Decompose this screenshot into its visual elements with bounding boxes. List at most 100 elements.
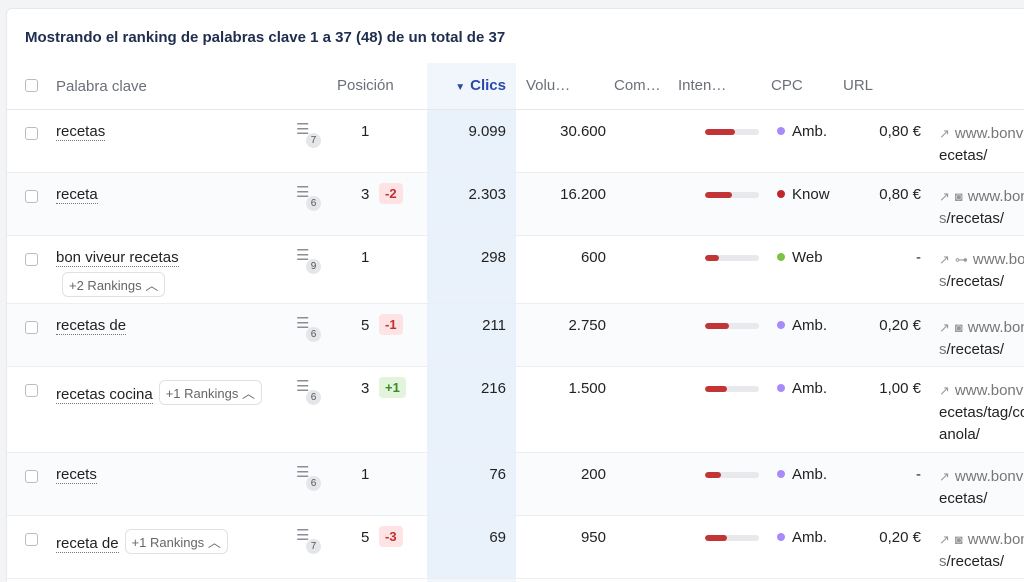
volume-value: 950 — [580, 528, 606, 546]
external-link-icon[interactable]: ↗ — [939, 125, 950, 141]
row-checkbox[interactable] — [25, 126, 38, 140]
header-keyword[interactable]: Palabra clave — [7, 63, 337, 110]
row-checkbox[interactable] — [25, 320, 38, 334]
external-link-icon[interactable]: ↗ — [939, 188, 950, 204]
row-checkbox[interactable] — [25, 532, 38, 546]
camera-icon[interactable]: ◙ — [954, 319, 963, 335]
row-checkbox[interactable] — [25, 252, 38, 266]
external-link-icon[interactable]: ↗ — [939, 468, 950, 484]
keyword-link[interactable]: recetas de — [56, 316, 127, 335]
rankings-table: Palabra clave Posición ▼ Clics Volu… Com…… — [7, 63, 1024, 579]
serp-features-button[interactable]: ☰ 9 — [296, 248, 322, 274]
competition-bar — [705, 471, 759, 478]
intent-text: Amb. — [792, 316, 828, 334]
options-icon[interactable]: ⋮ — [1019, 23, 1024, 40]
header-intent[interactable]: Inten… — [678, 63, 771, 110]
sitemap-icon[interactable]: ⊶ — [954, 251, 968, 267]
header-keyword-label: Palabra clave — [56, 78, 147, 95]
position-change-badge: -1 — [379, 313, 403, 335]
more-rankings-button[interactable]: +1 Rankings ︿ — [124, 528, 228, 554]
intent-label: Amb. — [777, 380, 827, 397]
keyword-cell: recets — [56, 465, 97, 484]
serp-features-button[interactable]: ☰ 6 — [296, 379, 322, 405]
header-volume[interactable]: Volu… — [516, 63, 606, 110]
more-rankings-label: +1 Rankings — [165, 385, 239, 401]
chevron-up-icon: ︿ — [241, 385, 255, 401]
volume-value: 16.200 — [560, 185, 606, 203]
table-caption: Mostrando el ranking de palabras clave 1… — [25, 29, 506, 46]
competition-bar — [705, 128, 759, 135]
clicks-value: 216 — [480, 379, 506, 397]
intent-label: Amb. — [777, 317, 827, 334]
serp-features-button[interactable]: ☰ 6 — [296, 316, 322, 342]
serp-features-button[interactable]: ☰ 7 — [296, 528, 322, 554]
keyword-link[interactable]: recetas — [56, 122, 106, 141]
serp-list-icon: ☰ — [296, 314, 310, 332]
table-row[interactable]: recetas ☰ 7 1 9.099 30.600 Amb. 0,80 € ↗ w… — [7, 109, 1024, 173]
intent-text: Amb. — [792, 465, 828, 483]
external-link-icon[interactable]: ↗ — [939, 382, 950, 398]
table-row[interactable]: recetas cocina +1 Rankings ︿ ☰ 6 3 +1 216 … — [7, 366, 1024, 453]
camera-icon[interactable]: ◙ — [954, 531, 963, 547]
header-competition[interactable]: Com… — [606, 63, 678, 110]
select-all-checkbox[interactable] — [25, 79, 38, 92]
volume-value: 1.500 — [568, 379, 606, 397]
table-row[interactable]: bon viveur recetas +2 Rankings ︿ ☰ 9 1 29… — [7, 235, 1024, 304]
intent-dot — [777, 469, 785, 478]
position-value: 3 — [361, 379, 370, 397]
row-checkbox[interactable] — [25, 189, 38, 203]
row-checkbox[interactable] — [25, 383, 38, 397]
table-row[interactable]: receta ☰ 6 3 -2 2.303 16.200 Know 0,80 € … — [7, 172, 1024, 236]
header-url[interactable]: URL — [841, 63, 1024, 110]
keyword-link[interactable]: receta — [56, 185, 98, 204]
intent-label: Know — [777, 186, 830, 203]
cpc-value: 0,80 € — [879, 122, 921, 140]
keyword-link[interactable]: receta de — [56, 534, 119, 553]
camera-icon[interactable]: ◙ — [954, 188, 963, 204]
more-rankings-button[interactable]: +2 Rankings ︿ — [62, 271, 166, 297]
external-link-icon[interactable]: ↗ — [939, 251, 950, 267]
url-cell[interactable]: ↗www.bonviveur.es/recetas/tag/cocina-esp… — [939, 380, 1024, 446]
intent-text: Know — [792, 185, 830, 203]
serp-features-button[interactable]: ☰ 6 — [296, 185, 322, 211]
keyword-link[interactable]: recets — [56, 465, 97, 484]
row-checkbox[interactable] — [25, 469, 38, 483]
table-row[interactable]: recetas de ☰ 6 5 -1 211 2.750 Amb. 0,20 €… — [7, 303, 1024, 367]
competition-bar — [705, 385, 759, 392]
position-value: 1 — [361, 122, 370, 140]
header-clicks[interactable]: ▼ Clics — [427, 63, 516, 110]
serp-list-icon: ☰ — [296, 120, 310, 138]
position-value: 3 — [361, 185, 370, 203]
external-link-icon[interactable]: ↗ — [939, 531, 950, 547]
serp-features-button[interactable]: ☰ 7 — [296, 122, 322, 148]
external-link-icon[interactable]: ↗ — [939, 319, 950, 335]
serp-list-icon: ☰ — [296, 526, 310, 544]
intent-dot — [777, 320, 785, 329]
competition-bar-fill — [705, 322, 730, 329]
keyword-link[interactable]: recetas cocina — [56, 385, 153, 404]
url-path: /recetas/ — [939, 146, 988, 164]
table-row[interactable]: recets ☰6 1 76 200 Amb. - ↗www.bonviveur… — [7, 452, 1024, 516]
serp-features-button[interactable]: ☰ 6 — [296, 465, 322, 491]
keyword-cell: recetas de — [56, 316, 127, 335]
header-cpc[interactable]: CPC — [771, 63, 841, 110]
serp-count: 6 — [306, 326, 321, 342]
competition-bar-fill — [705, 191, 732, 198]
keyword-cell: bon viveur recetas — [56, 248, 179, 267]
keyword-link[interactable]: bon viveur recetas — [56, 248, 179, 267]
more-rankings-button[interactable]: +1 Rankings ︿ — [158, 379, 262, 405]
table-row[interactable]: receta de +1 Rankings ︿ ☰ 7 5 -3 69 950 Am… — [7, 515, 1024, 579]
intent-dot — [777, 383, 785, 392]
header-position[interactable]: Posición — [337, 63, 427, 110]
competition-bar-fill — [705, 254, 719, 261]
serp-list-icon: ☰ — [296, 246, 310, 264]
